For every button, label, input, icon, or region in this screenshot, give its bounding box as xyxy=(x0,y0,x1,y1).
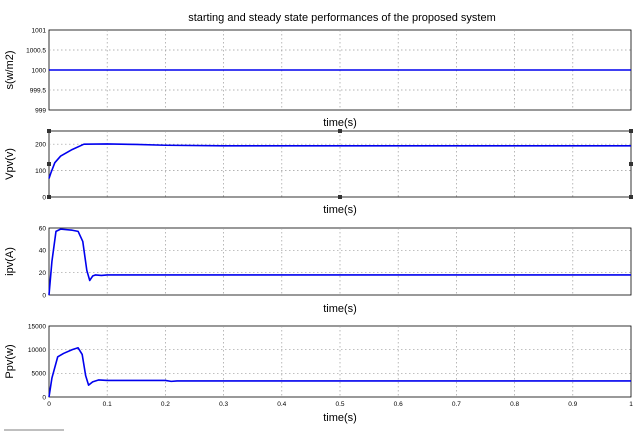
y-tick-label: 0 xyxy=(42,394,46,401)
selection-handle[interactable] xyxy=(338,195,342,199)
selection-handle[interactable] xyxy=(47,129,51,133)
subplot-4: 15000 10000 5000 00 0.1 0.2 0.3 0.4 0.5 0.6 0.7 0.8… xyxy=(4,323,633,424)
x-tick-label: 1 xyxy=(629,401,633,408)
x-tick-label: 0.9 xyxy=(568,401,577,408)
x-tick-label: 0.7 xyxy=(452,401,461,408)
y-axis-label: Ppv(w) xyxy=(4,344,16,378)
y-tick-label: 1000.5 xyxy=(26,47,46,54)
selection-handle[interactable] xyxy=(338,129,342,133)
series-line xyxy=(48,143,631,179)
selection-handle[interactable] xyxy=(629,195,633,199)
x-tick-label: 0.8 xyxy=(510,401,519,408)
x-tick-label: 0 xyxy=(47,401,51,408)
y-tick-label: 100 xyxy=(35,168,46,175)
x-axis-label: time(s) xyxy=(323,204,357,216)
subplot-3: 60 40 20 0 ipv(A) time(s) xyxy=(4,225,632,315)
selection-handle[interactable] xyxy=(47,162,51,166)
x-tick-label: 0.4 xyxy=(277,401,286,408)
y-tick-label: 60 xyxy=(39,225,47,232)
y-tick-label: 15000 xyxy=(28,323,46,330)
selection-handle[interactable] xyxy=(629,129,633,133)
y-tick-label: 20 xyxy=(39,270,47,277)
y-tick-label: 40 xyxy=(39,248,47,255)
y-tick-label: 200 xyxy=(35,142,46,149)
y-axis-label: s(w/m2) xyxy=(4,50,16,89)
y-tick-label: 5000 xyxy=(32,371,47,378)
selection-handle[interactable] xyxy=(47,195,51,199)
x-tick-label: 0.5 xyxy=(335,401,344,408)
x-tick-label: 0.1 xyxy=(103,401,112,408)
y-axis-label: Vpv(v) xyxy=(4,148,16,180)
y-tick-label: 1000 xyxy=(32,67,47,74)
x-tick-label: 0.6 xyxy=(394,401,403,408)
y-tick-label: 1001 xyxy=(32,27,47,34)
y-tick-label: 0 xyxy=(42,292,46,299)
y-tick-label: 999 xyxy=(35,107,46,114)
x-axis-label: time(s) xyxy=(323,303,357,315)
x-axis-label: time(s) xyxy=(323,117,357,129)
selection-handle[interactable] xyxy=(629,162,633,166)
subplot-2: 200 100 0 Vpv(v) time(s) xyxy=(4,129,633,216)
x-tick-label: 0.3 xyxy=(219,401,228,408)
plot-frame xyxy=(48,325,632,398)
y-tick-label: 10000 xyxy=(28,347,46,354)
x-tick-label: 0.2 xyxy=(161,401,170,408)
y-tick-label: 999.5 xyxy=(30,87,47,94)
series-line xyxy=(48,228,631,296)
subplot-1: 1001 1000.5 1000 999.5 999 s(w/m2) time(s) xyxy=(4,27,632,129)
y-axis-label: ipv(A) xyxy=(4,247,16,276)
figure-title: starting and steady state performances o… xyxy=(188,12,496,24)
x-axis-label: time(s) xyxy=(323,412,357,424)
series-line xyxy=(48,346,631,398)
y-tick-label: 0 xyxy=(42,194,46,201)
